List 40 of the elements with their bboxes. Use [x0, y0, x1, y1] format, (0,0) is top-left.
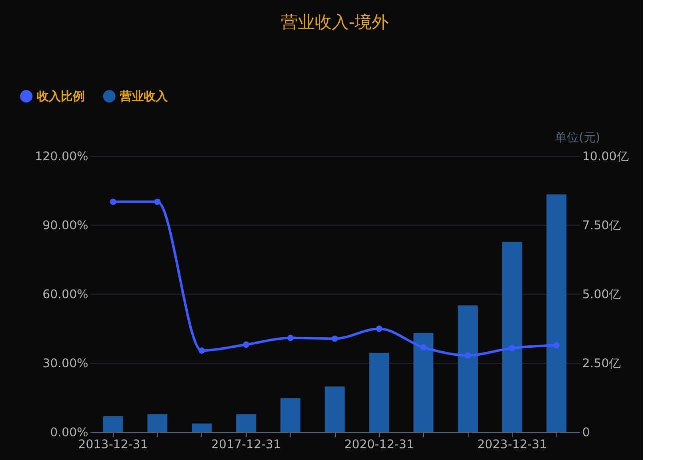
y2-axis-title: 单位(元) [555, 130, 600, 144]
y2-tick-label: 2.50亿 [582, 356, 622, 370]
x-tick-label: 2013-12-31 [78, 438, 148, 452]
point [110, 198, 116, 206]
bar [148, 414, 168, 432]
point [554, 342, 560, 349]
x-tick-label: 2020-12-31 [344, 438, 414, 452]
point [198, 348, 206, 354]
bar [369, 353, 390, 432]
point [332, 336, 338, 342]
point [243, 342, 250, 348]
bar [502, 242, 522, 432]
point [464, 352, 472, 359]
x-tick-label: 2017-12-31 [211, 438, 282, 452]
bar [192, 424, 212, 432]
y2-tick-label: 0 [582, 426, 590, 440]
y2-tick-label: 7.50亿 [582, 218, 622, 232]
point [154, 198, 161, 206]
point [420, 344, 427, 351]
chart-title: 营业收入-境外 [280, 13, 390, 33]
bar [103, 416, 124, 432]
x-tick-label: 2023-12-31 [478, 438, 548, 452]
point [376, 326, 383, 332]
y-tick-label: 90.00% [42, 218, 88, 232]
bar [414, 333, 434, 432]
legend-label: 收入比例 [37, 90, 85, 104]
bar [546, 194, 567, 432]
y-tick-label: 120.00% [35, 150, 88, 164]
y-tick-label: 60.00% [42, 288, 88, 302]
y2-tick-label: 5.00亿 [582, 288, 622, 302]
y2-tick-label: 10.00亿 [582, 150, 629, 164]
bar [236, 414, 256, 432]
bar [280, 398, 301, 432]
bar [325, 386, 345, 432]
point [287, 335, 294, 342]
y-tick-label: 0.00% [50, 426, 88, 440]
bar [458, 306, 478, 432]
legend-label: 营业收入 [119, 90, 169, 104]
point [509, 345, 516, 352]
y-tick-label: 30.00% [42, 356, 88, 370]
